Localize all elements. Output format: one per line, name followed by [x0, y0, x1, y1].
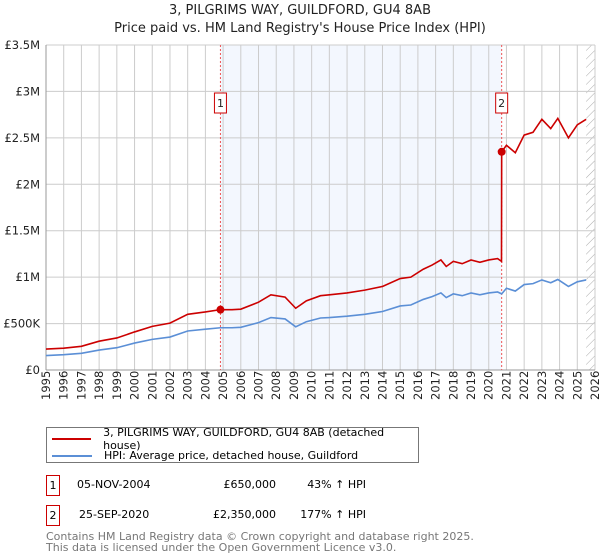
sale-marker-box: [495, 92, 509, 114]
x-tick-label: 2000: [128, 371, 142, 400]
x-tick-label: 2022: [517, 371, 531, 400]
x-tick-label: 2002: [163, 371, 177, 400]
legend-label: HPI: Average price, detached house, Guil…: [104, 449, 359, 462]
x-tick-label: 2013: [358, 371, 372, 400]
x-tick-label: 2025: [570, 371, 584, 400]
footer: Contains HM Land Registry data © Crown c…: [46, 531, 474, 553]
x-tick-label: 2021: [499, 371, 513, 400]
chart-subtitle: Price paid vs. HM Land Registry's House …: [114, 21, 486, 36]
chart-title: 3, PILGRIMS WAY, GUILDFORD, GU4 8AB: [169, 3, 431, 18]
y-tick-label: £3M: [15, 84, 40, 98]
x-tick-label: 2019: [464, 371, 478, 400]
price-chart: 1995 1996 1997 1998 1999 2000 2001 2002 2003 2004…: [3, 38, 600, 400]
sale-marker-box: [213, 92, 227, 114]
sale-marker-badge: 1: [46, 475, 60, 496]
y-tick-label: £2M: [15, 177, 40, 191]
property-price-line: [45, 116, 587, 350]
x-tick-label: 1998: [92, 371, 106, 400]
legend-swatch-blue: [52, 454, 92, 457]
legend: 3, PILGRIMS WAY, GUILDFORD, GU4 8AB (det…: [46, 426, 419, 464]
sale-point: [216, 305, 225, 314]
sale-row: 2 25-SEP-2020 £2,350,000 177% ↑ HPI: [46, 505, 600, 526]
x-tick-label: 2018: [446, 371, 460, 400]
x-tick-label: 2016: [411, 371, 425, 400]
sale-marker-label: 1: [217, 97, 224, 110]
sale-date: 05-NOV-2004: [77, 478, 151, 491]
x-tick-label: 2001: [145, 371, 159, 400]
y-tick-label: £0: [25, 363, 40, 377]
y-tick-label: £500K: [3, 317, 40, 331]
y-tick-label: £1.5M: [4, 224, 40, 238]
sale-hpi-diff: 177% ↑ HPI: [300, 508, 366, 521]
x-tick-label: 1996: [57, 371, 71, 400]
shaded-period: [220, 45, 502, 370]
x-tick-label: 2005: [216, 371, 230, 400]
x-tick-label: 1995: [39, 371, 53, 400]
x-tick-label: 2003: [181, 371, 195, 400]
hpi-line: [45, 278, 587, 357]
sale-price: £2,350,000: [213, 508, 276, 521]
sale-price: £650,000: [223, 478, 277, 491]
forecast-hatch: [586, 45, 595, 370]
sale-date: 25-SEP-2020: [79, 508, 150, 521]
sale-marker-badge: 2: [46, 505, 60, 526]
legend-label: 3, PILGRIMS WAY, GUILDFORD, GU4 8AB (det…: [103, 425, 385, 452]
sale-row: 1 05-NOV-2004 £650,000 43% ↑ HPI: [46, 475, 600, 496]
footer-line: This data is licensed under the Open Gov…: [46, 541, 397, 554]
x-tick-label: 2010: [305, 371, 319, 400]
x-tick-label: 2015: [393, 371, 407, 400]
x-tick-label: 2017: [429, 371, 443, 400]
legend-swatch-red: [52, 437, 92, 440]
y-tick-label: £2.5M: [4, 131, 40, 145]
x-tick-label: 2007: [252, 371, 266, 400]
sale-hpi-diff: 43% ↑ HPI: [307, 478, 366, 491]
x-tick-label: 2008: [269, 371, 283, 400]
footer-line: Contains HM Land Registry data © Crown c…: [46, 530, 474, 543]
x-tick-label: 2020: [482, 371, 496, 400]
x-tick-label: 1997: [74, 371, 88, 400]
x-tick-label: 2014: [375, 371, 389, 400]
x-tick-label: 2024: [553, 371, 567, 400]
x-tick-label: 2023: [535, 371, 549, 400]
x-tick-label: 2009: [287, 371, 301, 400]
x-tick-label: 2011: [322, 371, 336, 400]
sale-point: [497, 147, 506, 156]
x-tick-label: 1999: [110, 371, 124, 400]
x-tick-label: 2026: [588, 371, 600, 400]
x-tick-label: 2012: [340, 371, 354, 400]
legend-item-property: 3, PILGRIMS WAY, GUILDFORD, GU4 8AB (det…: [47, 426, 418, 452]
x-tick-label: 2004: [198, 371, 212, 400]
legend-item-hpi: HPI: Average price, detached house, Guil…: [47, 447, 418, 464]
sale-marker-label: 2: [498, 97, 505, 110]
y-tick-label: £3.5M: [4, 38, 40, 52]
y-tick-label: £1M: [15, 270, 40, 284]
x-tick-label: 2006: [234, 371, 248, 400]
